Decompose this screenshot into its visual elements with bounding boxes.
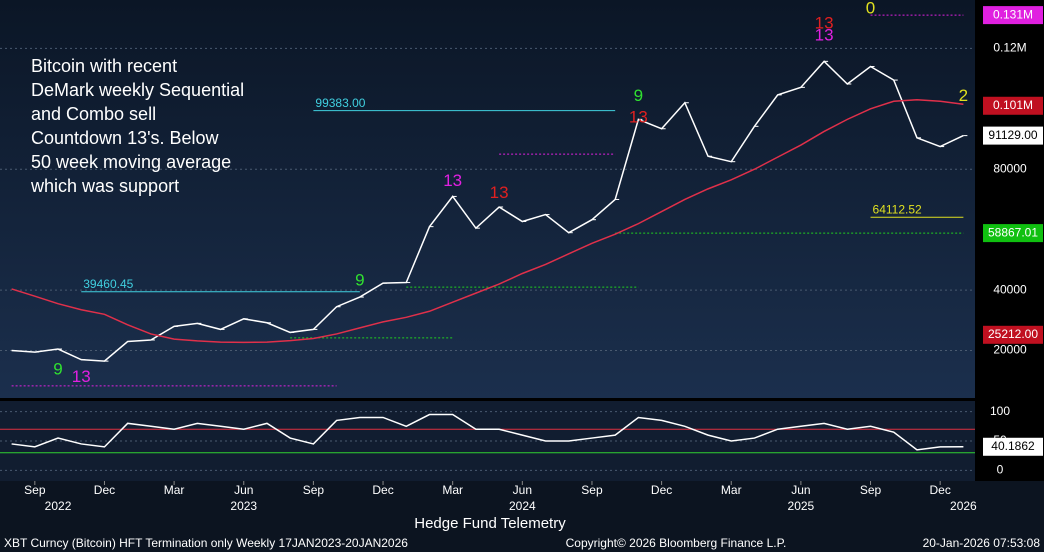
td-count: 2: [959, 86, 968, 105]
price-label: 0.131M: [993, 7, 1033, 21]
price-label-box: [983, 96, 1043, 115]
year-label: 2024: [509, 499, 536, 513]
oscillator-panel: [0, 401, 975, 481]
y-tick-label: 20000: [993, 343, 1027, 357]
price-label-box: [983, 126, 1043, 145]
footer-title: Hedge Fund Telemetry: [414, 515, 566, 532]
level-label: 99383.00: [315, 96, 365, 110]
timestamp: 20-Jan-2026 07:53:08: [923, 536, 1041, 550]
y-tick-label: 80000: [993, 161, 1027, 175]
x-tick-label: Mar: [721, 483, 742, 497]
note-text: which was support: [30, 176, 179, 196]
x-tick-label: Dec: [94, 483, 115, 497]
security: XBT Curncy (Bitcoin) HFT Termination onl…: [4, 536, 408, 550]
osc-label-box: [983, 437, 1043, 456]
price-panel: [0, 0, 975, 398]
x-tick-label: Sep: [581, 483, 603, 497]
x-tick-label: Mar: [164, 483, 185, 497]
x-tick-label: Dec: [372, 483, 393, 497]
y-tick-label: 40000: [993, 282, 1027, 296]
note-text: 50 week moving average: [31, 152, 231, 172]
x-tick-label: Mar: [442, 483, 463, 497]
copyright: Copyright© 2026 Bloomberg Finance L.P.: [566, 536, 787, 550]
y-tick-label: 0: [997, 463, 1004, 477]
x-tick-label: Sep: [24, 483, 46, 497]
price-label: 58867.01: [988, 225, 1038, 239]
td-count: 13: [815, 26, 834, 45]
price-label-box: [983, 6, 1043, 25]
td-count: 9: [355, 271, 364, 290]
td-count: 13: [443, 171, 462, 190]
td-count: 13: [72, 367, 91, 386]
year-label: 2025: [788, 499, 815, 513]
note-text: Bitcoin with recent: [31, 56, 177, 76]
td-count: 13: [629, 107, 648, 126]
x-tick-label: Sep: [303, 483, 325, 497]
level-label: 39460.45: [83, 277, 133, 291]
series-line: [11, 98, 964, 344]
x-axis: [0, 481, 1044, 516]
price-label: 25212.00: [988, 327, 1038, 341]
td-count: 13: [490, 183, 509, 202]
year-label: 2023: [230, 499, 257, 513]
series-line: [11, 60, 964, 362]
x-tick-label: Dec: [930, 483, 951, 497]
year-label: 2022: [45, 499, 72, 513]
level-label: 64112.52: [873, 202, 922, 216]
td-count: 9: [634, 86, 643, 105]
x-tick-label: Jun: [791, 483, 810, 497]
price-label-box: [983, 325, 1043, 344]
price-label: 0.101M: [993, 98, 1033, 112]
x-tick-label: Sep: [860, 483, 882, 497]
y-tick-label: 0.12M: [993, 41, 1026, 55]
price-label: 91129.00: [988, 128, 1037, 142]
x-tick-label: Jun: [234, 483, 253, 497]
td-count: 0: [866, 0, 875, 18]
note-text: DeMark weekly Sequential: [31, 80, 244, 100]
footer: [0, 516, 1044, 552]
osc-label: 40.1862: [991, 439, 1035, 453]
td-count: 13: [815, 14, 834, 33]
year-label: 2026: [950, 499, 977, 513]
td-count: 9: [53, 360, 62, 379]
y-tick-label: 100: [990, 404, 1010, 418]
price-label-box: [983, 224, 1043, 243]
note-text: Countdown 13's. Below: [31, 128, 220, 148]
note-text: and Combo sell: [31, 104, 156, 124]
series-line: [11, 413, 964, 451]
x-tick-label: Dec: [651, 483, 672, 497]
x-tick-label: Jun: [513, 483, 532, 497]
